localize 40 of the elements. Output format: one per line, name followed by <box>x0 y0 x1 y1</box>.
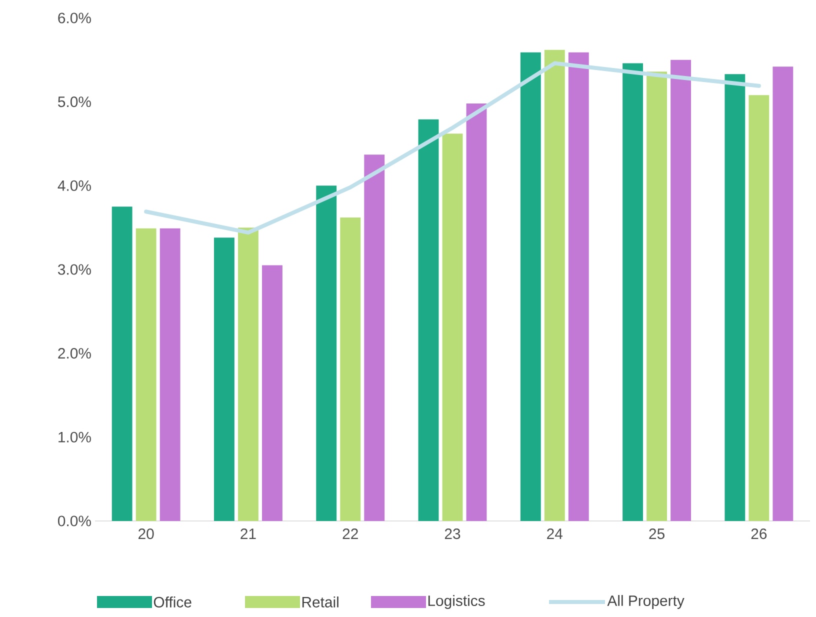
legend-label: All Property <box>607 595 684 609</box>
bar <box>160 228 180 521</box>
bar <box>364 154 385 521</box>
y-tick-label: 4.0% <box>58 180 91 191</box>
bar <box>670 60 692 521</box>
y-tick-label: 0.0% <box>58 516 91 526</box>
bar <box>544 50 565 521</box>
bar <box>568 52 589 521</box>
bar <box>520 52 541 521</box>
bar <box>262 265 282 521</box>
line-series <box>144 61 761 235</box>
y-tick-label: 2.0% <box>58 348 91 359</box>
x-tick-label: 26 <box>751 528 767 540</box>
y-tick-label: 5.0% <box>58 96 91 108</box>
bar <box>340 218 361 521</box>
x-tick-label: 24 <box>547 528 563 539</box>
legend-label: Retail <box>302 596 338 608</box>
y-tick-label: 6.0% <box>58 12 91 24</box>
bar <box>316 186 337 521</box>
bar <box>466 103 487 521</box>
x-tick-label: 22 <box>342 528 358 539</box>
bar <box>622 63 644 521</box>
x-tick-label: 23 <box>444 528 460 540</box>
bar <box>724 74 746 521</box>
legend-label: Logistics <box>428 595 485 609</box>
bar <box>646 72 668 521</box>
bar <box>418 119 439 521</box>
x-tick-label: 25 <box>649 528 664 540</box>
bar <box>136 228 156 521</box>
bar <box>772 66 794 521</box>
bar <box>214 238 234 521</box>
bar <box>112 206 132 521</box>
legend-label: Office <box>154 596 192 608</box>
y-tick-label: 1.0% <box>58 432 91 442</box>
x-tick-label: 20 <box>138 528 154 540</box>
bar <box>238 228 258 521</box>
y-tick-label: 3.0% <box>58 264 91 275</box>
bar <box>442 134 463 521</box>
x-tick-label: 21 <box>240 528 256 539</box>
bar <box>748 95 770 521</box>
